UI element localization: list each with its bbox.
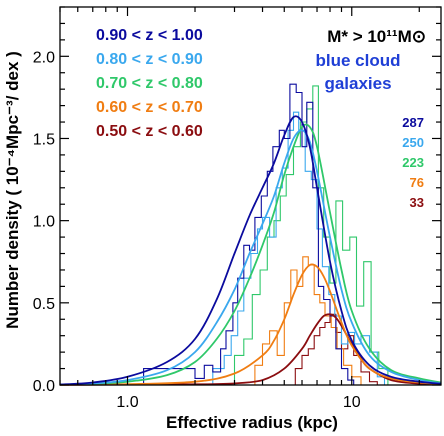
fit-curve-series-1 xyxy=(59,129,442,386)
legend-entry-3: 0.60 < z < 0.70 xyxy=(96,99,203,116)
legend-entry-4: 0.50 < z < 0.60 xyxy=(96,123,203,140)
legend-entry-2: 0.70 < z < 0.80 xyxy=(96,75,203,92)
legend: 0.90 < z < 1.00 0.80 < z < 0.90 0.70 < z… xyxy=(96,27,203,140)
x-axis-label: Effective radius (kpc) xyxy=(166,413,338,432)
count-label-0: 287 xyxy=(402,115,424,130)
count-label-1: 250 xyxy=(402,135,424,150)
axes: 0.0 0.5 1.0 1.5 2.0 1.0 10 xyxy=(33,6,442,411)
mass-cut-label: M* > 10¹¹M⊙ xyxy=(327,27,426,46)
fit-curve-series-3 xyxy=(59,263,442,386)
series-group xyxy=(59,83,442,386)
histogram-series-1 xyxy=(208,111,386,386)
x-tick-label: 10 xyxy=(343,394,361,411)
y-tick-label: 1.5 xyxy=(33,131,55,148)
sample-annotation: M* > 10¹¹M⊙ blue cloud galaxies xyxy=(316,27,427,93)
count-label-4: 33 xyxy=(410,195,424,210)
fit-curve-series-2 xyxy=(59,123,442,386)
count-label-3: 76 xyxy=(410,175,424,190)
y-tick-label: 2.0 xyxy=(33,49,55,66)
count-label-2: 223 xyxy=(402,155,424,170)
y-tick-label: 1.0 xyxy=(33,214,55,231)
y-tick-label: 0.5 xyxy=(33,296,55,313)
legend-entry-1: 0.80 < z < 0.90 xyxy=(96,51,203,68)
histogram-series-0 xyxy=(95,83,355,386)
y-axis-label: Number density ( 10⁻⁴Mpc⁻³/ dex ) xyxy=(3,51,22,329)
count-labels: 287 250 223 76 33 xyxy=(402,115,424,210)
y-tick-label: 0.0 xyxy=(33,378,55,395)
fit-curve-series-0 xyxy=(59,115,442,386)
legend-entry-0: 0.90 < z < 1.00 xyxy=(96,27,203,44)
sample-label-line1: blue cloud xyxy=(316,51,401,70)
x-tick-label: 1.0 xyxy=(116,394,138,411)
sample-label-line2: galaxies xyxy=(324,74,391,93)
plot-frame xyxy=(59,6,442,386)
